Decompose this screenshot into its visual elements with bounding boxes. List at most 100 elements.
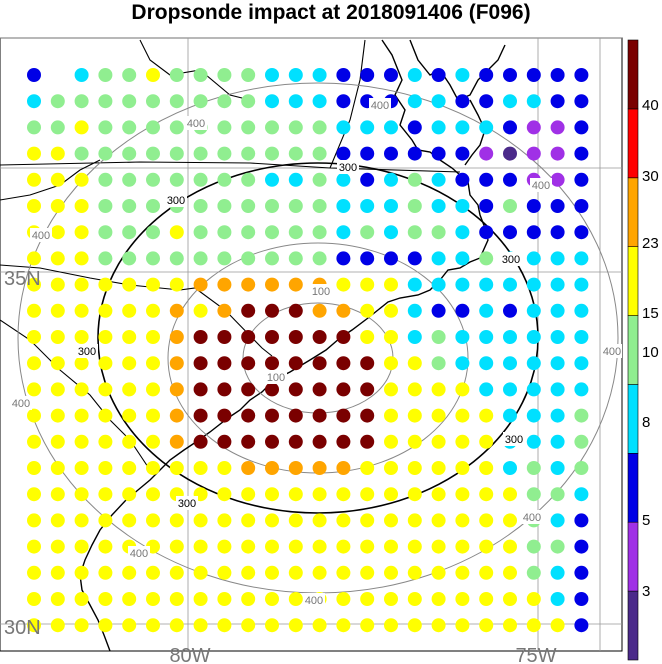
impact-dot bbox=[336, 565, 351, 580]
impact-dot bbox=[169, 408, 184, 423]
impact-dot bbox=[407, 565, 422, 580]
impact-dot bbox=[74, 251, 89, 266]
impact-dot bbox=[74, 68, 89, 82]
impact-dot bbox=[146, 146, 160, 161]
impact-dot bbox=[193, 94, 208, 109]
impact-dot bbox=[265, 330, 279, 344]
impact-dot bbox=[312, 382, 327, 397]
impact-dot bbox=[479, 146, 494, 161]
impact-dot bbox=[312, 251, 327, 266]
impact-dot bbox=[574, 539, 589, 554]
impact-dot bbox=[431, 330, 446, 344]
impact-dot bbox=[146, 303, 160, 318]
colorbar-bin bbox=[627, 590, 639, 661]
impact-dot bbox=[146, 513, 160, 528]
impact-dot bbox=[360, 513, 375, 528]
impact-dot bbox=[455, 539, 470, 554]
impact-dot bbox=[74, 539, 89, 554]
impact-dot bbox=[526, 146, 541, 161]
impact-dot bbox=[27, 382, 41, 397]
impact-dot bbox=[479, 330, 494, 344]
impact-dot bbox=[503, 487, 517, 502]
impact-dot bbox=[27, 461, 41, 475]
impact-dot bbox=[146, 330, 160, 344]
impact-dot bbox=[407, 303, 422, 318]
impact-dot bbox=[526, 199, 541, 213]
impact-dot bbox=[74, 618, 89, 633]
impact-dot bbox=[217, 68, 232, 82]
impact-dot bbox=[241, 408, 256, 423]
impact-dot bbox=[217, 356, 232, 371]
impact-dot bbox=[431, 434, 446, 449]
impact-dot bbox=[193, 330, 208, 344]
impact-dot bbox=[431, 592, 446, 606]
impact-dot bbox=[407, 592, 422, 606]
impact-dot bbox=[455, 251, 470, 266]
impact-dot bbox=[336, 330, 351, 344]
impact-dot bbox=[526, 382, 541, 397]
impact-dot bbox=[384, 330, 398, 344]
impact-dot bbox=[526, 330, 541, 344]
impact-dot bbox=[217, 225, 232, 240]
impact-dot bbox=[50, 461, 65, 475]
impact-dot bbox=[455, 225, 470, 240]
impact-dot bbox=[217, 565, 232, 580]
graticule-labels: 35N 30N 80W 75W bbox=[4, 268, 557, 664]
impact-dot bbox=[455, 592, 470, 606]
impact-dot bbox=[431, 199, 446, 213]
impact-dot bbox=[241, 592, 256, 606]
lon-label-80w: 80W bbox=[169, 645, 210, 664]
impact-dot bbox=[526, 618, 541, 633]
impact-dot bbox=[312, 408, 327, 423]
impact-dot bbox=[336, 592, 351, 606]
colorbar-bin bbox=[627, 108, 639, 179]
impact-dot bbox=[574, 94, 589, 109]
colorbar-tick-label: 30 bbox=[642, 168, 659, 185]
impact-dot bbox=[27, 592, 41, 606]
impact-dot bbox=[98, 382, 113, 397]
impact-dot bbox=[384, 487, 398, 502]
impact-dot bbox=[193, 434, 208, 449]
impact-dot bbox=[550, 382, 565, 397]
impact-dot bbox=[384, 68, 398, 82]
impact-dot bbox=[27, 330, 41, 344]
impact-dot bbox=[407, 408, 422, 423]
impact-dot bbox=[431, 94, 446, 109]
impact-dot bbox=[122, 251, 137, 266]
impact-dot bbox=[265, 565, 279, 580]
colorbar-tick-label: 40 bbox=[642, 97, 659, 114]
impact-dot bbox=[479, 382, 494, 397]
impact-dot bbox=[574, 225, 589, 240]
impact-dot bbox=[550, 618, 565, 633]
impact-dot bbox=[550, 356, 565, 371]
impact-dot bbox=[98, 68, 113, 82]
impact-dot bbox=[503, 225, 517, 240]
contour-label-300: 300 bbox=[167, 195, 185, 207]
impact-dot bbox=[74, 382, 89, 397]
colorbar-tick-label: 8 bbox=[642, 414, 650, 431]
impact-dot bbox=[431, 382, 446, 397]
impact-dot bbox=[407, 120, 422, 135]
impact-dot bbox=[479, 434, 494, 449]
impact-dot bbox=[431, 68, 446, 82]
impact-dot bbox=[50, 199, 65, 213]
impact-dot bbox=[550, 539, 565, 554]
impact-dot bbox=[503, 146, 517, 161]
impact-dot bbox=[503, 382, 517, 397]
impact-dot bbox=[479, 539, 494, 554]
impact-dot bbox=[360, 434, 375, 449]
impact-dot bbox=[574, 146, 589, 161]
colorbar-bin bbox=[627, 452, 639, 523]
impact-dot bbox=[288, 461, 303, 475]
impact-dot bbox=[550, 434, 565, 449]
impact-dot bbox=[122, 356, 137, 371]
impact-dot bbox=[217, 461, 232, 475]
impact-dot bbox=[526, 94, 541, 109]
impact-dot bbox=[50, 592, 65, 606]
impact-dot bbox=[455, 303, 470, 318]
impact-dot bbox=[288, 539, 303, 554]
impact-dot bbox=[288, 303, 303, 318]
impact-dot bbox=[550, 199, 565, 213]
impact-dot bbox=[265, 94, 279, 109]
impact-dot bbox=[146, 199, 160, 213]
